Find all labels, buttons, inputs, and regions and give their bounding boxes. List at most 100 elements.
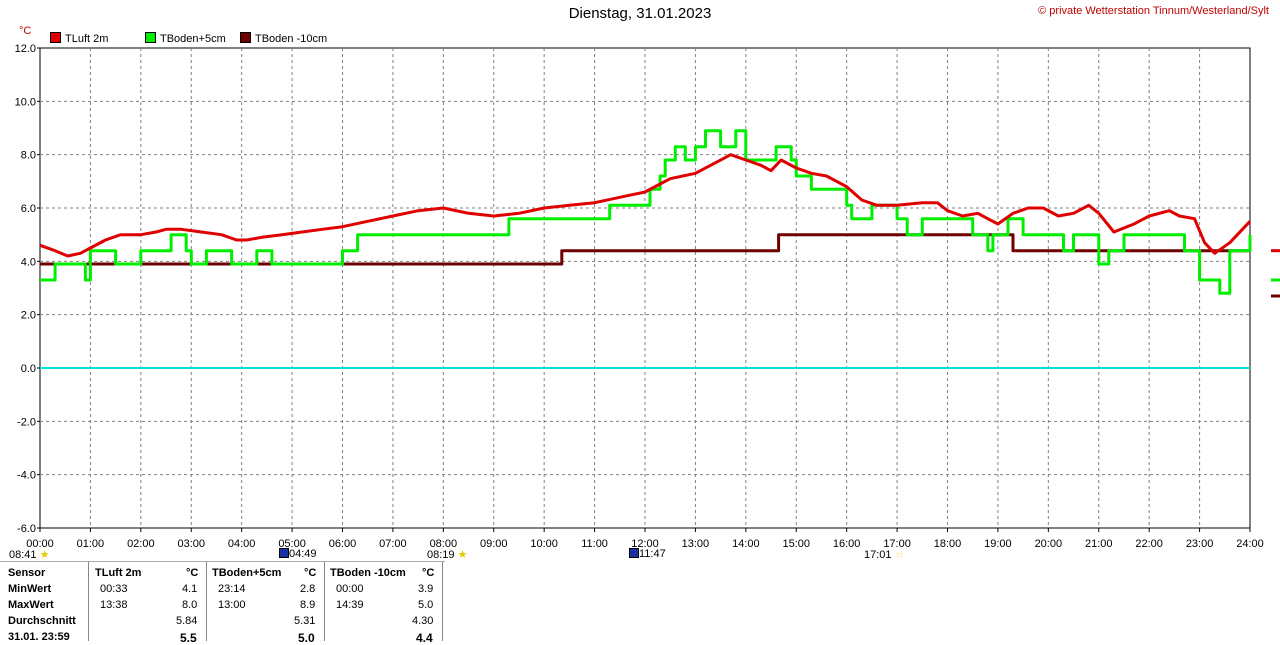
x-tick-label: 21:00 xyxy=(1085,538,1113,550)
x-tick-label: 17:00 xyxy=(883,538,911,550)
copyright-note: © private Wetterstation Tinnum/Westerlan… xyxy=(1038,5,1269,17)
x-tick-label: 14:00 xyxy=(732,538,760,550)
legend-swatch-tluft xyxy=(50,32,61,43)
y-tick-label: -2.0 xyxy=(17,416,36,428)
stats-value: 8.9 xyxy=(300,599,316,611)
stats-row-label: MinWert xyxy=(8,583,52,595)
legend-item-tboden10: TBoden -10cm xyxy=(240,32,327,45)
stats-header-unit: °C xyxy=(422,567,435,579)
legend-label-tboden10: TBoden -10cm xyxy=(255,33,328,45)
stats-divider xyxy=(88,562,89,641)
stats-divider xyxy=(442,562,443,641)
stats-value: 5.31 xyxy=(294,615,316,627)
moonset-label: 04:49 xyxy=(279,548,317,560)
y-axis-unit: °C xyxy=(19,25,32,37)
x-tick-label: 07:00 xyxy=(379,538,407,550)
stats-time: 14:39 xyxy=(336,599,364,611)
x-tick-label: 10:00 xyxy=(530,538,558,550)
stats-value: 5.84 xyxy=(176,615,198,627)
stats-header-tboden10: TBoden -10cm xyxy=(330,567,406,579)
stats-header-unit: °C xyxy=(304,567,317,579)
stats-value: 4.1 xyxy=(182,583,198,595)
series-line-tluft xyxy=(39,153,1252,258)
sun-icon: ★ xyxy=(39,549,50,561)
stats-divider xyxy=(206,562,207,641)
sunrise-label: 08:41 ★ xyxy=(9,548,49,561)
x-tick-label: 08:00 xyxy=(430,538,458,550)
stats-row-label: MaxWert xyxy=(8,599,54,611)
chart-title: Dienstag, 31.01.2023 xyxy=(568,5,712,22)
stats-value: 3.9 xyxy=(418,583,434,595)
stats-time: 00:00 xyxy=(336,583,364,595)
legend-item-tboden5: TBoden+5cm xyxy=(145,32,226,45)
stats-time: 23:14 xyxy=(218,583,246,595)
stats-value: 5.5 xyxy=(180,631,197,645)
x-tick-label: 13:00 xyxy=(682,538,710,550)
x-tick-label: 11:00 xyxy=(581,538,608,550)
x-tick-label: 23:00 xyxy=(1186,538,1214,550)
x-tick-label: 09:00 xyxy=(480,538,508,550)
stats-value: 4.30 xyxy=(412,615,434,627)
legend-label-tboden5: TBoden+5cm xyxy=(160,33,226,45)
stats-row-label: 31.01. 23:59 xyxy=(8,631,70,643)
series-line-tboden5 xyxy=(40,129,1252,295)
stats-value: 8.0 xyxy=(182,599,198,611)
legend-label-tluft: TLuft 2m xyxy=(65,33,109,45)
sunrise-time: 08:41 xyxy=(9,549,37,561)
y-tick-label: 12.0 xyxy=(15,43,36,55)
x-tick-label: 06:00 xyxy=(329,538,357,550)
x-tick-label: 00:00 xyxy=(26,538,54,550)
stats-value: 5.0 xyxy=(418,599,434,611)
x-tick-label: 12:00 xyxy=(631,538,659,550)
y-tick-label: -4.0 xyxy=(17,470,36,482)
x-tick-label: 15:00 xyxy=(782,538,810,550)
stats-value: 2.8 xyxy=(300,583,316,595)
x-tick-label: 03:00 xyxy=(177,538,205,550)
stats-divider xyxy=(324,562,325,641)
moon-icon xyxy=(279,548,289,558)
daymark-label: 08:19 ★ xyxy=(427,548,467,561)
x-tick-label: 16:00 xyxy=(833,538,861,550)
x-tick-label: 24:00 xyxy=(1236,538,1264,550)
stats-top-rule xyxy=(0,561,445,562)
sunset-label: 17:01 ☆ xyxy=(864,548,904,561)
sun-icon: ★ xyxy=(457,549,468,561)
y-tick-label: -6.0 xyxy=(17,523,36,535)
temperature-chart: 12.0 10.0 8.0 6.0 4.0 2.0 0.0 -2.0 -4.0 -6.0 00:00… xyxy=(15,43,1280,550)
stats-time: 00:33 xyxy=(100,583,128,595)
sunset-time: 17:01 xyxy=(864,549,892,561)
y-tick-label: 10.0 xyxy=(15,96,36,108)
x-tick-label: 05:00 xyxy=(278,538,306,550)
moon-icon xyxy=(629,548,639,558)
stats-header-sensor: Sensor xyxy=(8,567,46,579)
stats-value: 4.4 xyxy=(416,631,433,645)
stats-value: 5.0 xyxy=(298,631,315,645)
sun-icon: ☆ xyxy=(894,549,905,561)
legend-item-tluft: TLuft 2m xyxy=(50,32,108,45)
stats-header-tboden5: TBoden+5cm xyxy=(212,567,282,579)
stats-row-label: Durchschnitt xyxy=(8,615,76,627)
y-tick-label: 8.0 xyxy=(21,150,36,162)
x-tick-label: 01:00 xyxy=(77,538,105,550)
y-tick-label: 0.0 xyxy=(21,363,36,375)
x-tick-label: 22:00 xyxy=(1135,538,1163,550)
y-tick-label: 2.0 xyxy=(21,310,36,322)
x-tick-label: 19:00 xyxy=(984,538,1012,550)
moonrise-label: 11:47 xyxy=(629,548,666,560)
x-tick-label: 04:00 xyxy=(228,538,256,550)
daymark-time: 08:19 xyxy=(427,549,455,561)
x-tick-label: 02:00 xyxy=(127,538,155,550)
y-tick-label: 6.0 xyxy=(21,203,36,215)
stats-header-tluft: TLuft 2m xyxy=(95,567,142,579)
x-tick-label: 20:00 xyxy=(1035,538,1063,550)
moonrise-time: 11:47 xyxy=(639,548,666,560)
series-line-tboden10 xyxy=(40,233,1250,266)
stats-table: Sensor TLuft 2m °C TBoden+5cm °C TBoden … xyxy=(0,562,445,645)
stats-time: 13:38 xyxy=(100,599,128,611)
legend-swatch-tboden10 xyxy=(240,32,251,43)
y-tick-label: 4.0 xyxy=(21,256,36,268)
stats-time: 13:00 xyxy=(218,599,246,611)
stats-header-unit: °C xyxy=(186,567,199,579)
x-tick-label: 18:00 xyxy=(934,538,962,550)
legend-swatch-tboden5 xyxy=(145,32,156,43)
